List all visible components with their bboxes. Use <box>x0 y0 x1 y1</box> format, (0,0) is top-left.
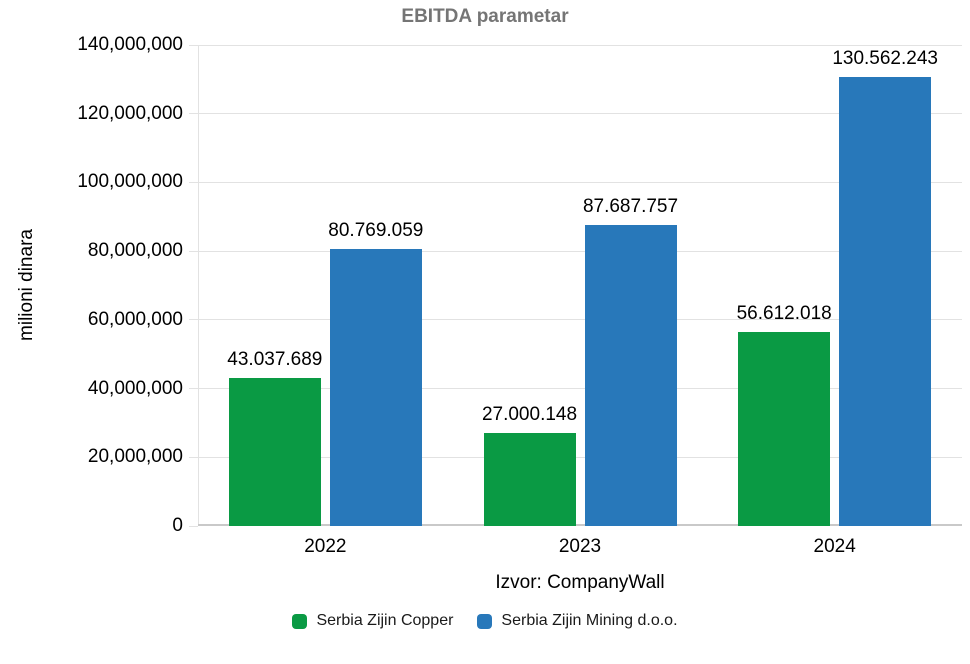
y-tick-label: 60,000,000 <box>87 308 183 330</box>
y-tick-label: 100,000,000 <box>77 171 183 193</box>
y-tick-mark <box>189 388 198 390</box>
value-label-serbia-zijin-mining-d-o-o-2024: 130.562.243 <box>832 48 938 70</box>
y-tick-mark <box>189 44 198 46</box>
y-tick-label: 20,000,000 <box>87 446 183 468</box>
y-tick-label: 40,000,000 <box>87 377 183 399</box>
legend: Serbia Zijin Copper Serbia Zijin Mining d… <box>0 612 970 630</box>
x-tick-label-2023: 2023 <box>558 536 602 557</box>
value-label-serbia-zijin-mining-d-o-o-2022: 80.769.059 <box>328 219 424 241</box>
gridline <box>198 250 962 252</box>
legend-item-serbia-zijin-mining-d-o-o: Serbia Zijin Mining d.o.o. <box>477 612 678 630</box>
y-tick-label: 120,000,000 <box>77 102 183 124</box>
y-tick-label: 0 <box>172 515 183 536</box>
legend-label-serbia-zijin-mining-d-o-o: Serbia Zijin Mining d.o.o. <box>501 612 678 629</box>
y-tick-label: 140,000,000 <box>77 34 183 55</box>
gridline <box>198 44 962 46</box>
bar-serbia-zijin-mining-d-o-o-2024 <box>839 77 932 526</box>
y-tick-mark <box>189 456 198 458</box>
value-label-serbia-zijin-copper-2023: 27.000.148 <box>481 404 578 426</box>
plot-area: 0 20,000,000 40,000,000 60,000,000 80,000,00… <box>77 34 962 557</box>
x-tick-label-2022: 2022 <box>304 536 347 557</box>
bar-serbia-zijin-copper-2022 <box>228 378 321 526</box>
x-tick-label-2024: 2024 <box>813 536 856 557</box>
value-label-serbia-zijin-copper-2022: 43.037.689 <box>227 349 323 371</box>
bar-serbia-zijin-mining-d-o-o-2023 <box>584 224 677 526</box>
y-tick-mark <box>189 181 198 183</box>
y-tick-mark <box>189 113 198 115</box>
chart-title: EBITDA parametar <box>401 6 569 27</box>
bar-serbia-zijin-copper-2024 <box>738 331 831 526</box>
gridline <box>198 181 962 183</box>
legend-item-serbia-zijin-copper: Serbia Zijin Copper <box>292 612 453 630</box>
y-axis-title: milioni dinara <box>16 229 37 341</box>
legend-label-serbia-zijin-copper: Serbia Zijin Copper <box>316 612 454 629</box>
y-tick-mark <box>189 319 198 321</box>
y-tick-mark <box>189 525 198 527</box>
y-tick-label: 80,000,000 <box>87 240 183 262</box>
gridline <box>198 456 962 458</box>
y-axis-line <box>198 45 199 526</box>
gridline <box>198 388 962 390</box>
value-label-serbia-zijin-copper-2024: 56.612.018 <box>736 302 832 324</box>
x-axis-title: Izvor: CompanyWall <box>495 572 665 593</box>
legend-swatch-serbia-zijin-copper <box>292 613 308 629</box>
gridline <box>198 319 962 321</box>
y-tick-mark <box>189 250 198 252</box>
value-label-serbia-zijin-mining-d-o-o-2023: 87.687.757 <box>582 195 679 217</box>
bar-serbia-zijin-copper-2023 <box>483 433 576 526</box>
gridline <box>198 113 962 115</box>
legend-swatch-serbia-zijin-mining-d-o-o <box>477 613 493 629</box>
x-axis-baseline <box>198 524 962 526</box>
bar-serbia-zijin-mining-d-o-o-2022 <box>329 248 422 526</box>
